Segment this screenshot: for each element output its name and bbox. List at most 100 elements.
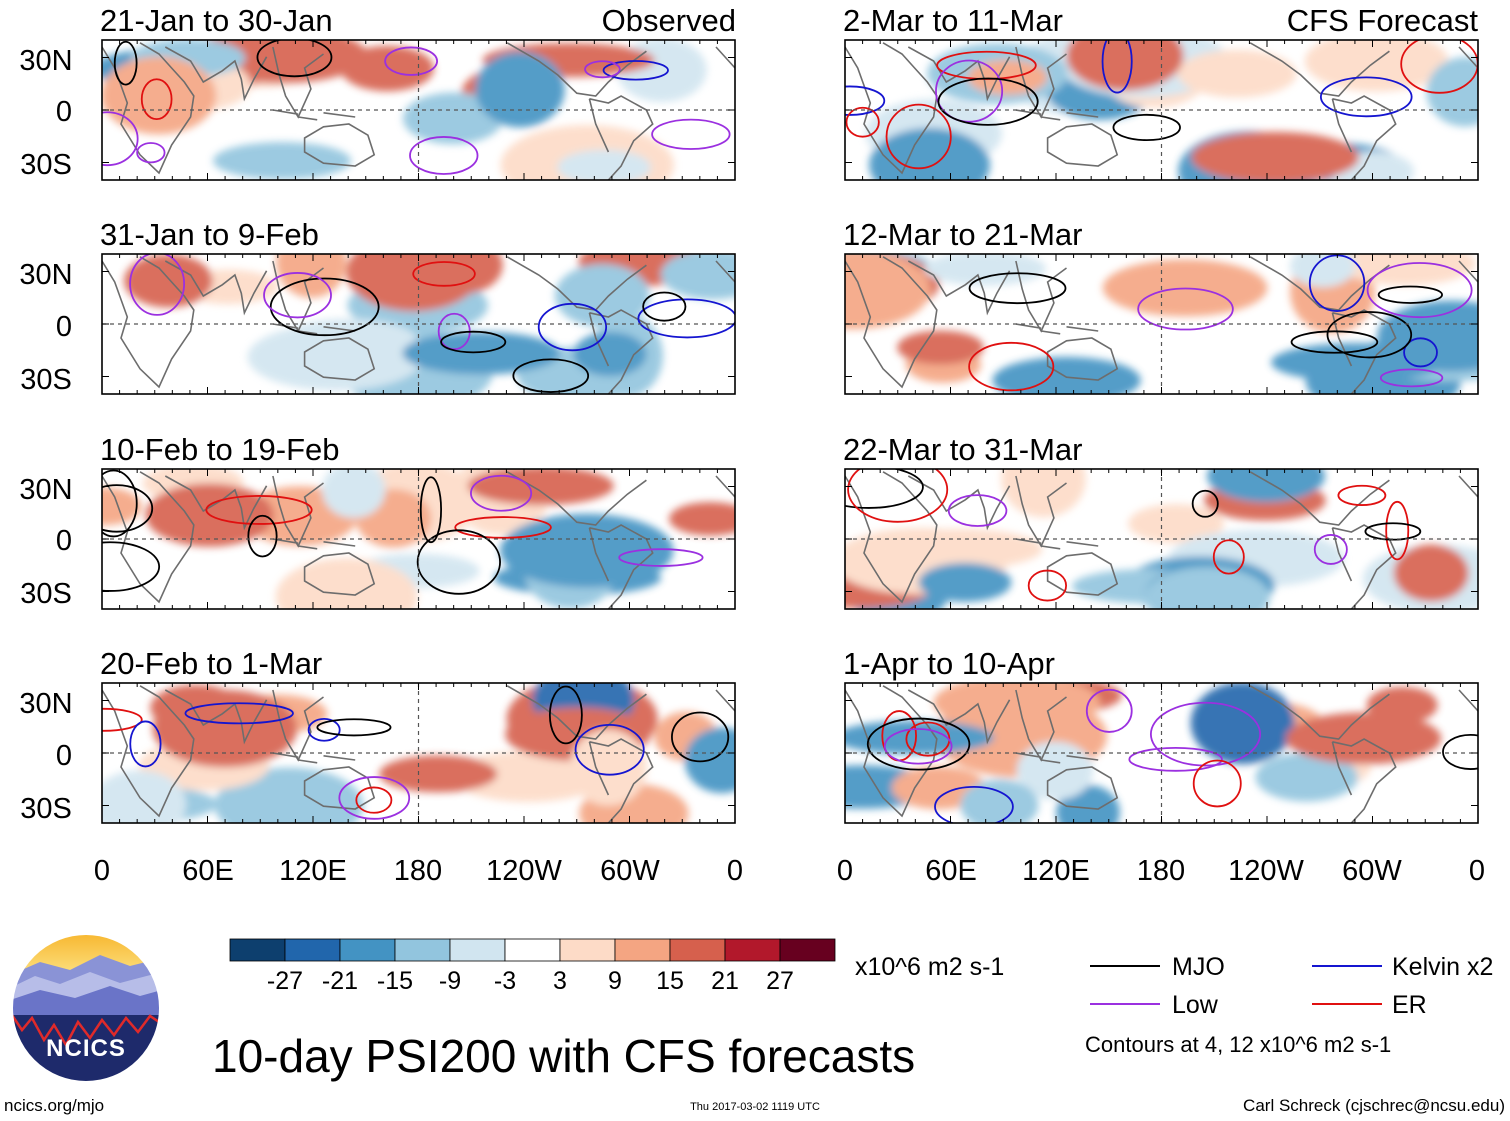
lat-label-30n: 30N <box>19 259 72 291</box>
coastlines <box>102 471 735 609</box>
map-panel <box>101 39 736 181</box>
coastlines <box>845 256 1478 394</box>
map-panel <box>844 253 1479 395</box>
lat-label-30s: 30S <box>20 149 72 181</box>
lat-label-30n: 30N <box>19 474 72 506</box>
map-panel <box>844 682 1479 824</box>
lat-label-eq: 0 <box>56 740 72 772</box>
legend-label-kelvin: Kelvin x2 <box>1392 953 1493 981</box>
coastlines <box>845 471 1478 609</box>
lon-label: 0 <box>727 855 743 887</box>
panel-titles: 21-Jan to 30-Jan 31-Jan to 9-Feb 10-Feb … <box>100 3 1478 681</box>
lat-label-30s: 30S <box>20 578 72 610</box>
colorbar-units: x10^6 m2 s-1 <box>855 953 1004 981</box>
panel-title-obs-2: 31-Jan to 9-Feb <box>100 217 319 252</box>
coastlines <box>102 42 735 180</box>
colorbar-tick: -15 <box>377 967 413 995</box>
panel-title-obs-1: 21-Jan to 30-Jan <box>100 3 333 38</box>
colorbar-tick: 21 <box>711 967 739 995</box>
lon-label: 60E <box>182 855 234 887</box>
lat-label-eq: 0 <box>56 96 72 128</box>
lon-label: 180 <box>394 855 442 887</box>
contours-note: Contours at 4, 12 x10^6 m2 s-1 <box>1085 1032 1391 1057</box>
map-panel <box>101 682 736 824</box>
map-panel <box>101 468 736 610</box>
author-credit: Carl Schreck (cjschrec@ncsu.edu) <box>1243 1096 1505 1115</box>
lon-label: 60W <box>600 855 660 887</box>
lon-label: 0 <box>1469 855 1485 887</box>
colorbar-swatch <box>614 938 671 962</box>
lon-label: 120W <box>486 855 562 887</box>
lon-label: 180 <box>1137 855 1185 887</box>
psi-shading <box>102 40 707 180</box>
lon-label: 0 <box>94 855 110 887</box>
legend-label-er: ER <box>1392 991 1427 1019</box>
colorbar-tick: 3 <box>553 967 567 995</box>
panel-title-fcst-4: 1-Apr to 10-Apr <box>843 646 1055 681</box>
lon-label: 0 <box>837 855 853 887</box>
lon-label: 120W <box>1228 855 1304 887</box>
lon-labels-right: 0 60E 120E 180 120W 60W 0 <box>837 855 1485 887</box>
panel-title-fcst-1: 2-Mar to 11-Mar <box>843 3 1063 38</box>
colorbar-swatch <box>394 938 451 962</box>
colorbar: -27 -21 -15 -9 -3 3 9 15 21 27 <box>229 938 836 995</box>
colorbar-tick: 15 <box>656 967 684 995</box>
colorbar-swatch <box>339 938 396 962</box>
wave-contours <box>968 254 1473 392</box>
wave-contours <box>102 40 731 175</box>
map-panels <box>101 39 1479 824</box>
psi-shading <box>865 40 1478 180</box>
psi-shading <box>845 469 1478 609</box>
lon-label: 60E <box>925 855 977 887</box>
map-panel <box>101 253 736 395</box>
lon-label: 120E <box>279 855 347 887</box>
legend-label-mjo: MJO <box>1172 953 1225 981</box>
coastlines <box>845 685 1478 823</box>
lat-label-30n: 30N <box>19 688 72 720</box>
lat-label-eq: 0 <box>56 525 72 557</box>
colorbar-swatch <box>724 938 781 962</box>
wave-contours <box>102 469 704 595</box>
colorbar-swatch <box>779 938 836 962</box>
wave-contours <box>845 469 1422 602</box>
lat-labels: 30N 0 30S 30N 0 30S 30N 0 30S 30N 0 30S <box>19 45 72 825</box>
lat-label-eq: 0 <box>56 311 72 343</box>
lat-label-30s: 30S <box>20 793 72 825</box>
coastlines <box>102 685 735 823</box>
colorbar-swatch <box>669 938 726 962</box>
wave-contours <box>866 688 1478 823</box>
lon-labels-left: 0 60E 120E 180 120W 60W 0 <box>94 855 743 887</box>
colorbar-tick: -27 <box>267 967 303 995</box>
logo-text: NCICS <box>46 1035 126 1062</box>
lon-label: 60W <box>1342 855 1402 887</box>
colorbar-swatch <box>504 938 561 962</box>
colorbar-tick: -21 <box>322 967 358 995</box>
figure-title: 10-day PSI200 with CFS forecasts <box>212 1030 915 1082</box>
colorbar-tick: 27 <box>766 967 794 995</box>
panel-title-fcst-2: 12-Mar to 21-Mar <box>843 217 1082 252</box>
psi-shading <box>102 469 735 609</box>
wave-contours <box>102 685 730 820</box>
lon-label: 120E <box>1022 855 1090 887</box>
ncics-logo: NCICS <box>11 933 161 1083</box>
wave-contours <box>129 254 735 393</box>
colorbar-tick: 9 <box>608 967 622 995</box>
forecast-label: CFS Forecast <box>1287 3 1479 38</box>
observed-label: Observed <box>602 3 736 38</box>
colorbar-swatch <box>229 938 286 962</box>
panel-title-obs-4: 20-Feb to 1-Mar <box>100 646 322 681</box>
panel-title-obs-3: 10-Feb to 19-Feb <box>100 432 340 467</box>
colorbar-tick: -9 <box>439 967 461 995</box>
map-panel <box>844 39 1479 181</box>
map-panel <box>844 468 1479 610</box>
website-link[interactable]: ncics.org/mjo <box>4 1096 104 1115</box>
timestamp: Thu 2017-03-02 1119 UTC <box>690 1101 820 1113</box>
panel-title-fcst-3: 22-Mar to 31-Mar <box>843 432 1082 467</box>
legend-label-low: Low <box>1172 991 1219 1019</box>
colorbar-tick: -3 <box>494 967 516 995</box>
psi-shading <box>845 254 1478 394</box>
colorbar-swatch <box>559 938 616 962</box>
lat-label-30s: 30S <box>20 364 72 396</box>
lat-label-30n: 30N <box>19 45 72 77</box>
psi-shading <box>102 683 735 823</box>
